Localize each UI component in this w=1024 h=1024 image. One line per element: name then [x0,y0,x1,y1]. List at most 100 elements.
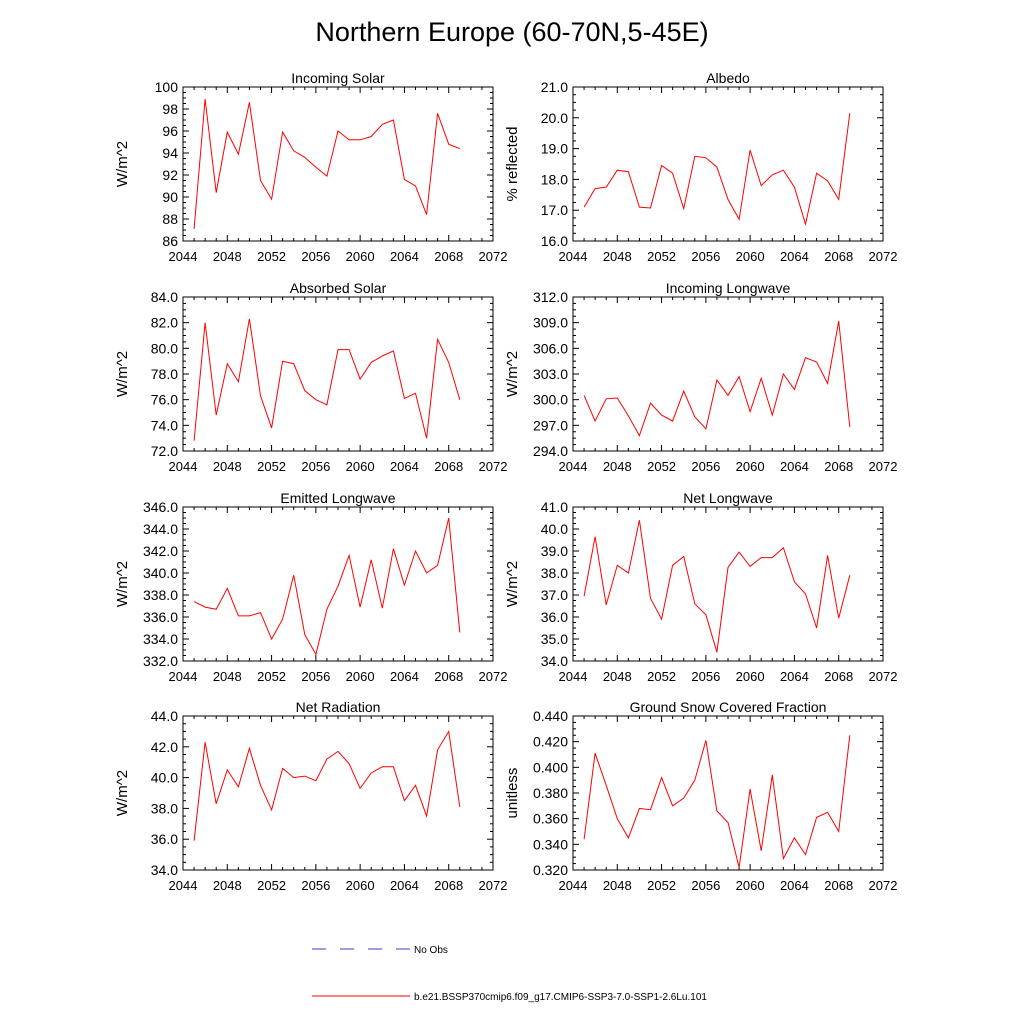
series-line [583,520,851,653]
y-tick-label: 300.0 [533,392,568,408]
y-tick-label: 80.0 [151,340,178,356]
panels: Incoming Solar W/m^2 2044 2048 2052 2056 2060 2… [114,70,897,893]
x-tick-label: 2044 [169,249,198,264]
panel-title: Incoming Longwave [666,280,791,296]
y-tick-label: 0.320 [533,862,568,878]
x-tick-label: 2072 [869,249,898,264]
x-tick-label: 2052 [257,459,286,474]
y-tick-label: 0.420 [533,734,568,750]
y-tick-label: 16.0 [541,233,568,249]
x-tick-label: 2064 [780,459,809,474]
y-tick-label: 338.0 [143,587,178,603]
x-tick-label: 2056 [691,878,720,893]
y-tick-label: 297.0 [533,417,568,433]
y-tick-label: 0.440 [533,708,568,724]
plot-frame [182,86,494,242]
plot-frame [572,86,884,242]
x-tick-label: 2060 [346,459,375,474]
x-tick-label: 2060 [736,878,765,893]
plot-frame [572,296,884,452]
y-tick-label: 37.0 [541,587,568,603]
series-line [583,113,851,227]
x-tick-label: 2056 [301,249,330,264]
y-axis-label: W/m^2 [114,561,131,607]
y-tick-label: 98 [162,101,178,117]
x-tick-label: 2048 [603,249,632,264]
y-tick-label: 84.0 [151,289,178,305]
y-tick-label: 40.0 [541,521,568,537]
panel-title: Net Radiation [296,699,381,715]
x-tick-label: 2048 [213,459,242,474]
x-tick-label: 2072 [479,249,508,264]
y-tick-label: 309.0 [533,315,568,331]
y-tick-label: 34.0 [151,862,178,878]
y-tick-label: 336.0 [143,609,178,625]
x-tick-label: 2052 [257,878,286,893]
y-tick-label: 346.0 [143,499,178,515]
y-tick-label: 18.0 [541,171,568,187]
series-line [193,517,461,656]
y-tick-label: 78.0 [151,366,178,382]
y-tick-label: 74.0 [151,417,178,433]
x-tick-label: 2056 [301,878,330,893]
y-tick-label: 100 [155,79,179,95]
y-tick-label: 36.0 [541,609,568,625]
x-tick-label: 2056 [691,249,720,264]
x-tick-label: 2060 [736,459,765,474]
panel-albedo: Albedo % reflected 2044 2048 2052 2056 2060 206… [504,70,897,264]
x-tick-label: 2052 [647,878,676,893]
x-tick-label: 2068 [824,249,853,264]
y-tick-label: 20.0 [541,110,568,126]
x-tick-label: 2064 [390,878,419,893]
panel-title: Ground Snow Covered Fraction [630,699,827,715]
x-tick-label: 2056 [691,669,720,684]
x-tick-label: 2052 [257,669,286,684]
x-tick-label: 2072 [869,878,898,893]
y-tick-label: 90 [162,189,178,205]
y-tick-label: 44.0 [151,708,178,724]
y-tick-label: 0.340 [533,836,568,852]
x-tick-label: 2072 [479,459,508,474]
plot-frame [572,506,884,662]
y-tick-label: 0.380 [533,785,568,801]
x-tick-label: 2064 [390,669,419,684]
panel-title: Emitted Longwave [280,490,395,506]
x-tick-label: 2044 [559,459,588,474]
x-tick-label: 2048 [603,669,632,684]
y-tick-label: 306.0 [533,340,568,356]
panel-title: Incoming Solar [291,70,385,86]
y-axis-label: W/m^2 [504,351,521,397]
plot-frame [572,715,884,871]
x-tick-label: 2056 [691,459,720,474]
x-tick-label: 2068 [824,459,853,474]
x-tick-label: 2052 [257,249,286,264]
series-line [193,318,461,441]
y-tick-label: 38.0 [151,800,178,816]
y-tick-label: 35.0 [541,631,568,647]
y-tick-label: 344.0 [143,521,178,537]
x-tick-label: 2068 [434,459,463,474]
x-tick-label: 2044 [169,459,198,474]
y-tick-label: 19.0 [541,141,568,157]
plot-frame [182,506,494,662]
x-tick-label: 2064 [390,249,419,264]
x-tick-label: 2064 [780,878,809,893]
x-tick-label: 2068 [434,878,463,893]
series-line [583,735,851,868]
y-tick-label: 38.0 [541,565,568,581]
legend-model-label: b.e21.BSSP370cmip6.f09_g17.CMIP6-SSP3-7.… [414,992,707,1003]
y-axis-label: W/m^2 [114,141,131,187]
panel-absorbed-solar: Absorbed Solar W/m^2 2044 2048 2052 2056 2060 2… [114,280,507,474]
x-tick-label: 2044 [169,878,198,893]
y-tick-label: 96 [162,123,178,139]
x-tick-label: 2044 [169,669,198,684]
y-tick-label: 17.0 [541,202,568,218]
x-tick-label: 2060 [346,669,375,684]
x-tick-label: 2052 [647,669,676,684]
x-tick-label: 2044 [559,249,588,264]
y-tick-label: 294.0 [533,443,568,459]
y-tick-label: 94 [162,145,178,161]
plot-frame [182,296,494,452]
y-axis-label: W/m^2 [114,770,131,816]
